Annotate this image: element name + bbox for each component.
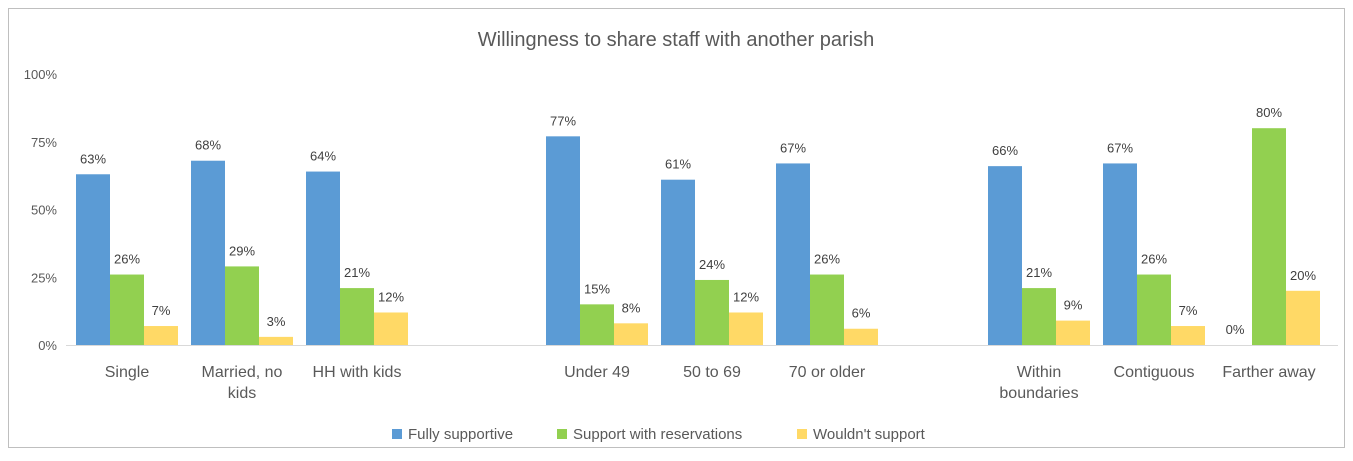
data-label: 67%: [1107, 140, 1133, 155]
data-label: 26%: [814, 252, 840, 267]
bar-wouldn-t-support-1: [259, 336, 293, 345]
bar-fully-supportive-0: [76, 174, 110, 345]
legend-swatch: [797, 429, 807, 439]
data-labels-layer: 63% 26% 7% 68% 29% 3% 64% 21% 12% 77% 15% 8% 61% 24% 1…: [80, 105, 1316, 337]
bar-support-with-reservations-0: [110, 274, 144, 345]
bar-fully-supportive-1: [191, 160, 225, 345]
bar-wouldn-t-support-2: [374, 312, 408, 345]
data-label: 8%: [622, 300, 641, 315]
data-label: 61%: [665, 157, 691, 172]
x-category-label: Under 49: [564, 364, 630, 381]
x-category-label-line: Contiguous: [1114, 364, 1195, 381]
x-labels-layer: Single Married, no kids HH with kids Under 4…: [105, 364, 1316, 402]
data-label: 21%: [344, 265, 370, 280]
legend-swatch: [557, 429, 567, 439]
bar-wouldn-t-support-6: [1056, 320, 1090, 345]
x-category-label: 70 or older: [789, 364, 866, 381]
data-label: 68%: [195, 138, 221, 153]
data-label: 29%: [229, 243, 255, 258]
x-category-label-line: Single: [105, 364, 150, 381]
bar-fully-supportive-4: [661, 179, 695, 345]
data-label: 21%: [1026, 265, 1052, 280]
y-tick-label: 25%: [31, 270, 57, 285]
data-label: 26%: [114, 252, 140, 267]
data-label: 26%: [1141, 252, 1167, 267]
y-tick-label: 0%: [38, 338, 57, 353]
bar-support-with-reservations-2: [340, 288, 374, 345]
bars-layer: [76, 128, 1320, 345]
y-tick-label: 100%: [24, 67, 58, 82]
x-category-label: Married, no kids: [202, 364, 283, 402]
x-category-label-line: Under 49: [564, 364, 630, 381]
x-category-label-line: 50 to 69: [683, 364, 741, 381]
legend-label: Fully supportive: [408, 426, 513, 443]
bar-wouldn-t-support-0: [144, 326, 178, 345]
x-category-label-line: HH with kids: [313, 364, 402, 381]
data-label: 63%: [80, 151, 106, 166]
bar-support-with-reservations-8: [1252, 128, 1286, 345]
data-label: 9%: [1064, 298, 1083, 313]
bar-wouldn-t-support-4: [729, 312, 763, 345]
chart-title: Willingness to share staff with another …: [478, 29, 875, 51]
bar-support-with-reservations-5: [810, 274, 844, 345]
data-label: 12%: [378, 289, 404, 304]
y-tick-label: 50%: [31, 203, 57, 218]
legend-label: Wouldn't support: [813, 426, 926, 443]
bar-wouldn-t-support-7: [1171, 326, 1205, 345]
x-category-label-line: 70 or older: [789, 364, 866, 381]
data-label: 0%: [1226, 322, 1245, 337]
x-category-label-line: kids: [228, 385, 256, 402]
bar-fully-supportive-5: [776, 163, 810, 345]
data-label: 80%: [1256, 105, 1282, 120]
x-category-label: Contiguous: [1114, 364, 1195, 381]
x-category-label: Within boundaries: [999, 364, 1078, 402]
bar-fully-supportive-2: [306, 171, 340, 345]
bar-fully-supportive-6: [988, 166, 1022, 345]
bar-support-with-reservations-3: [580, 304, 614, 345]
data-label: 6%: [852, 306, 871, 321]
legend: Fully supportive Support with reservation…: [392, 426, 926, 443]
data-label: 3%: [267, 314, 286, 329]
bar-wouldn-t-support-3: [614, 323, 648, 345]
bar-support-with-reservations-7: [1137, 274, 1171, 345]
x-category-label-line: Married, no: [202, 364, 283, 381]
x-category-label: HH with kids: [313, 364, 402, 381]
legend-swatch: [392, 429, 402, 439]
bar-wouldn-t-support-8: [1286, 290, 1320, 345]
x-category-label: 50 to 69: [683, 364, 741, 381]
bar-support-with-reservations-1: [225, 266, 259, 345]
y-axis: 0% 25% 50% 75% 100%: [24, 67, 58, 353]
data-label: 7%: [152, 303, 171, 318]
data-label: 12%: [733, 289, 759, 304]
bar-wouldn-t-support-5: [844, 328, 878, 345]
data-label: 66%: [992, 143, 1018, 158]
x-category-label-line: Within: [1017, 364, 1061, 381]
data-label: 77%: [550, 113, 576, 128]
data-label: 64%: [310, 149, 336, 164]
data-label: 20%: [1290, 268, 1316, 283]
data-label: 15%: [584, 281, 610, 296]
bar-fully-supportive-7: [1103, 163, 1137, 345]
x-category-label-line: boundaries: [999, 385, 1078, 402]
x-category-label: Farther away: [1222, 364, 1315, 381]
bar-fully-supportive-3: [546, 136, 580, 345]
legend-label: Support with reservations: [573, 426, 742, 443]
data-label: 24%: [699, 257, 725, 272]
data-label: 7%: [1179, 303, 1198, 318]
x-category-label-line: Farther away: [1222, 364, 1315, 381]
y-tick-label: 75%: [31, 135, 57, 150]
bar-support-with-reservations-6: [1022, 288, 1056, 345]
bar-support-with-reservations-4: [695, 279, 729, 345]
x-category-label: Single: [105, 364, 150, 381]
data-label: 67%: [780, 140, 806, 155]
